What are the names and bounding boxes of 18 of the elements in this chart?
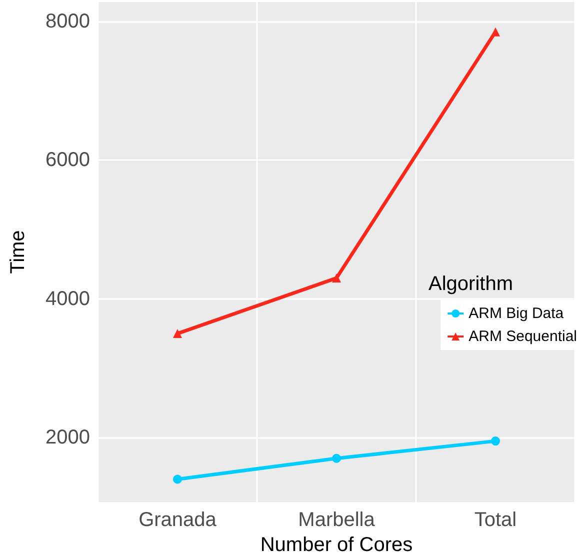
y-tick-label: 2000 [46, 426, 90, 449]
point [491, 27, 500, 36]
x-tick-label: Granada [138, 509, 218, 532]
legend-label: ARM Sequential [468, 328, 578, 345]
point [332, 454, 341, 463]
y-tick-label: 4000 [46, 288, 90, 310]
legend-title: Algorithm [428, 273, 514, 295]
y-tick-label: 6000 [46, 149, 90, 172]
y-axis-title: Time [7, 230, 29, 274]
legend-label: ARM Big Data [468, 305, 564, 322]
point [173, 474, 182, 484]
point [491, 436, 500, 446]
point [173, 329, 182, 338]
x-tick-label: Total [474, 509, 517, 532]
point [332, 274, 341, 283]
y-tick-label: 8000 [46, 10, 90, 32]
x-tick-label: Marbella [298, 509, 376, 532]
x-axis-title: Number of Cores [260, 534, 413, 556]
